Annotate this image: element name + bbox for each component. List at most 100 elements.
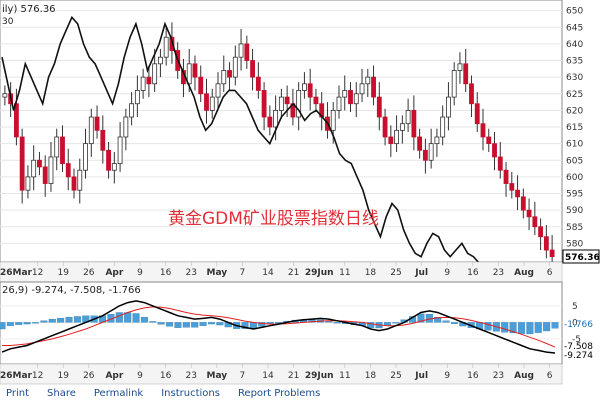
candle-body	[376, 96, 382, 118]
comparison-line	[1, 15, 555, 291]
candle-body	[296, 90, 302, 118]
macd-hist-bar	[509, 322, 517, 334]
instructions-link[interactable]: Instructions	[161, 388, 220, 399]
candle-body	[538, 226, 544, 238]
candle-body	[492, 143, 497, 158]
candle-body	[186, 63, 192, 85]
candle-body	[111, 163, 117, 171]
candle-body	[469, 83, 474, 105]
candle-body	[422, 149, 428, 161]
macd-hist-bar	[157, 322, 165, 325]
candles	[2, 22, 555, 270]
candle-body	[515, 189, 520, 198]
macd-y-ticks: 5 0 -5	[572, 302, 581, 345]
candle-body	[399, 123, 405, 131]
candle-body	[71, 176, 77, 191]
share-link[interactable]: Share	[47, 388, 76, 399]
x-tick-label: Aug	[514, 371, 534, 381]
x-axis-ticks-secondary: 26Mar 12 19 26 Apr 9 16 23 May 7 14 21 29Jun 11 18 25 Ju…	[0, 364, 553, 381]
macd-hist-bar	[216, 322, 224, 326]
last-value-label: 576.36	[565, 253, 600, 263]
x-tick-label: 29Jun	[305, 371, 334, 381]
permalink-link[interactable]: Permalink	[93, 388, 144, 399]
price-tick-label: 635	[566, 57, 583, 67]
macd-hist-bar	[73, 316, 81, 323]
macd-hist-bar	[132, 313, 140, 323]
candle-body	[13, 103, 19, 138]
x-tick-label: Aug	[514, 268, 534, 278]
candle-body	[54, 136, 60, 158]
candle-body	[417, 136, 423, 151]
x-tick-label: 23	[185, 371, 196, 381]
x-tick-label: 21	[288, 371, 299, 381]
candle-body	[267, 116, 273, 128]
macd-hist-bar	[526, 322, 534, 335]
signal-value-label: -7.508	[564, 342, 593, 352]
price-tick-label: 590	[566, 206, 583, 216]
report-problems-link[interactable]: Report Problems	[237, 388, 321, 399]
macd-tick-label: -5	[572, 335, 581, 345]
candle-body	[520, 196, 526, 211]
macd-hist-bar	[501, 322, 509, 333]
x-tick-label: 11	[339, 268, 350, 278]
x-tick-label: 18	[365, 268, 377, 278]
price-tick-label: 600	[566, 173, 583, 183]
x-tick-label: 9	[137, 268, 143, 278]
candle-body	[359, 83, 365, 95]
macd-hist-bar	[517, 322, 525, 334]
candle-body	[486, 136, 492, 145]
x-tick-label: Jul	[414, 371, 428, 381]
x-tick-label: 6	[547, 268, 553, 278]
x-tick-label: 19	[57, 268, 69, 278]
macd-hist-bar	[65, 316, 73, 323]
macd-hist-bar	[6, 322, 14, 326]
candle-body	[365, 76, 371, 85]
x-axis: 26Mar 12 19 26 Apr 9 16 23 May 7 14 21 29Jun 11 18 25 Ju…	[0, 261, 563, 283]
macd-line	[1, 300, 556, 354]
macd-hist-bar	[174, 322, 182, 328]
candle-body	[232, 56, 238, 78]
macd-hist-bar	[551, 322, 559, 329]
candle-body	[526, 209, 532, 218]
x-tick-label: 7	[240, 371, 246, 381]
macd-hist-bar	[450, 322, 458, 324]
candle-body	[405, 109, 411, 125]
macd-hist-bar	[442, 320, 450, 323]
candle-body	[77, 169, 83, 191]
price-tick-label: 580	[566, 239, 583, 249]
candle-body	[451, 70, 457, 98]
chart-title-fragment: ily) 576.36	[2, 4, 56, 15]
candle-body	[146, 76, 152, 85]
x-tick-label: 12	[32, 371, 43, 381]
x-tick-label: 29Jun	[305, 268, 334, 278]
x-axis-secondary: 26Mar 12 19 26 Apr 9 16 23 May 7 14 21 29Jun 11 18 25 Ju…	[0, 363, 563, 385]
candle-body	[353, 93, 359, 105]
candle-body	[463, 63, 469, 85]
x-tick-label: 18	[365, 371, 377, 381]
print-link[interactable]: Print	[6, 388, 30, 399]
macd-hist-bar	[534, 322, 542, 333]
macd-hist-bar	[15, 322, 23, 325]
candle-body	[19, 136, 25, 191]
candle-body	[140, 76, 146, 91]
candle-body	[157, 56, 163, 65]
candle-body	[261, 90, 267, 118]
x-tick-label: 26	[83, 371, 95, 381]
x-tick-label: 14	[262, 371, 274, 381]
x-tick-label: 14	[262, 268, 274, 278]
x-tick-label: 21	[288, 268, 299, 278]
candle-body	[88, 116, 94, 145]
macd-hist-bar	[182, 322, 190, 328]
candle-body	[474, 103, 480, 125]
macd-tick-label: 5	[572, 302, 578, 312]
candle-body	[440, 116, 446, 138]
price-tick-label: 620	[566, 106, 583, 116]
y-axis-ticks: 580 585 590 595 600 605 610 615 620 625 630 635 640 6…	[566, 7, 583, 250]
candle-body	[509, 183, 515, 191]
price-tick-label: 605	[566, 156, 583, 166]
candle-body	[117, 136, 123, 164]
candle-body	[549, 249, 555, 258]
x-tick-label: 23	[493, 268, 504, 278]
x-tick-label: 26Mar	[0, 268, 33, 278]
x-tick-label: 23	[185, 268, 196, 278]
